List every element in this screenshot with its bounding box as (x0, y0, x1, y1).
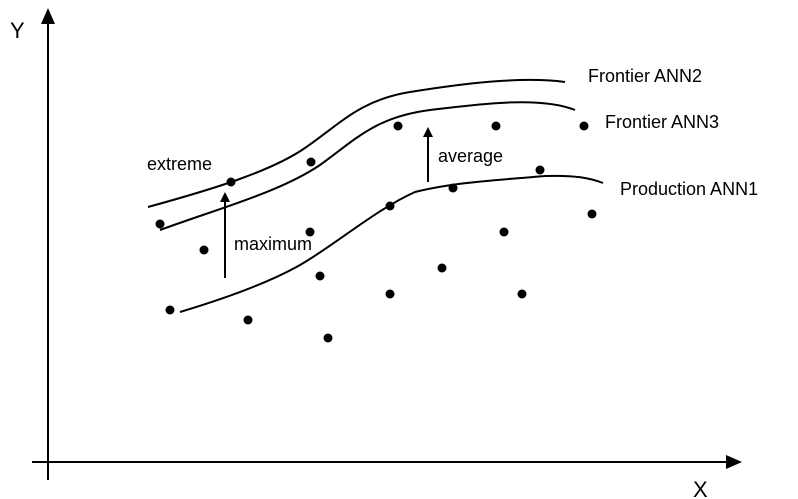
data-point (385, 289, 395, 299)
data-points (155, 121, 597, 343)
data-point (305, 227, 315, 237)
data-point (155, 219, 165, 229)
extreme-label: extreme (147, 154, 212, 174)
data-point (315, 271, 325, 281)
data-point (499, 227, 509, 237)
data-point (579, 121, 589, 131)
data-point (535, 165, 545, 175)
frontier-ann2-curve (147, 78, 566, 208)
x-axis-arrowhead (726, 455, 742, 469)
production-ann1-curve (179, 174, 604, 313)
y-axis-label: Y (10, 18, 25, 43)
data-point (448, 183, 458, 193)
data-point (517, 289, 527, 299)
y-axis-arrowhead (41, 8, 55, 24)
frontier-ann3-label: Frontier ANN3 (605, 112, 719, 132)
data-point (165, 305, 175, 315)
data-point (385, 201, 395, 211)
data-point (323, 333, 333, 343)
frontier-ann3-curve (159, 101, 576, 231)
data-point (243, 315, 253, 325)
production-ann1-label: Production ANN1 (620, 179, 758, 199)
data-point (393, 121, 403, 131)
data-point (587, 209, 597, 219)
maximum-label: maximum (234, 234, 312, 254)
average-label: average (438, 146, 503, 166)
data-point (306, 157, 316, 167)
x-axis-label: X (693, 477, 708, 499)
data-point (437, 263, 447, 273)
data-point (226, 177, 236, 187)
data-point (199, 245, 209, 255)
data-point (491, 121, 501, 131)
frontier-ann2-label: Frontier ANN2 (588, 66, 702, 86)
